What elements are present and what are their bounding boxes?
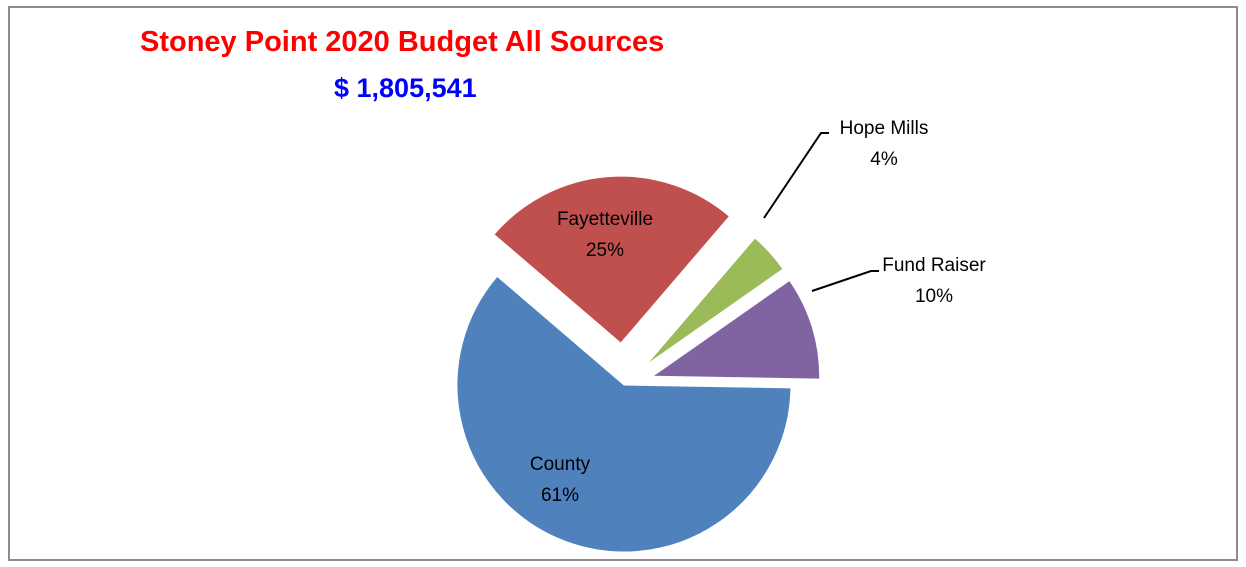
slice-percent-fund-raiser: 10% bbox=[915, 286, 953, 307]
leader-line-fund-raiser bbox=[811, 270, 879, 292]
slice-percent-county: 61% bbox=[541, 485, 579, 506]
leader-line-hope-mills bbox=[763, 132, 829, 219]
chart-subtitle: $ 1,805,541 bbox=[334, 73, 477, 103]
chart-title: Stoney Point 2020 Budget All Sources bbox=[140, 26, 665, 58]
pie-slice-fund-raiser bbox=[651, 279, 821, 380]
slice-name-fund-raiser: Fund Raiser bbox=[882, 255, 986, 276]
slice-name-fayetteville: Fayetteville bbox=[557, 209, 653, 230]
slice-name-hope-mills: Hope Mills bbox=[840, 118, 929, 139]
slice-percent-hope-mills: 4% bbox=[870, 149, 898, 170]
pie-slice-hope-mills bbox=[645, 237, 784, 366]
slice-percent-fayetteville: 25% bbox=[586, 240, 624, 261]
pie-slice-county bbox=[456, 275, 792, 553]
slice-name-county: County bbox=[530, 454, 591, 475]
pie-slice-fayetteville bbox=[493, 175, 731, 344]
